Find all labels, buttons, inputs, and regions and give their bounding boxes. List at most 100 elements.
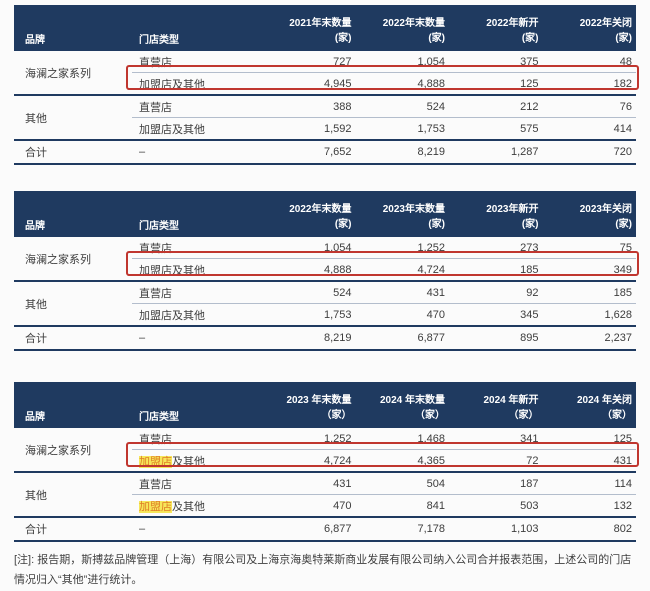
cell-value: 92: [526, 286, 539, 299]
brand-label: 海澜之家系列: [25, 67, 91, 80]
column-header: 2022年新开 (家): [486, 18, 539, 44]
cell-value: 470: [333, 499, 352, 512]
type-column-header: 门店类型: [139, 412, 179, 423]
cell-value: 802: [613, 523, 632, 535]
store-row: 加盟店及其他 470 841 503 132: [132, 494, 636, 516]
cell-value: 1,054: [323, 241, 352, 254]
store-row: 加盟店及其他 1,753 470 345 1,628: [132, 303, 636, 325]
cell-value: 2,237: [604, 332, 632, 344]
table-header-row: 品牌 门店类型 2021年末数量 (家) 2022年末数量 (家) 2022年新开(…: [14, 5, 636, 51]
store-row: 直营店 388 524 212 76: [132, 96, 636, 117]
cell-value: 1,753: [323, 308, 352, 321]
brand-group: 海澜之家系列 直营店 1,252 1,468 341 125 加盟店及其他 4,…: [14, 428, 636, 471]
store-row: 直营店 1,252 1,468 341 125: [132, 428, 636, 449]
store-type-label: 及其他: [172, 500, 205, 513]
total-row: 合计 – 7,652 8,219 1,287 720: [14, 139, 636, 165]
total-label: 合计: [25, 524, 47, 536]
cell-value: 76: [619, 100, 632, 113]
brand-group: 其他 直营店 524 431 92 185 加盟店及其他 1,753 470 3…: [14, 280, 636, 325]
cell-value: 132: [613, 499, 632, 512]
highlighted-text: 加盟店: [139, 455, 172, 468]
cell-value: 72: [526, 454, 539, 467]
store-type-label: 直营店: [139, 433, 172, 446]
brand-label: 其他: [25, 112, 47, 125]
column-header: 2024 年新开 （家）: [483, 395, 539, 421]
type-column-header: 门店类型: [139, 221, 179, 232]
table-header-row: 品牌 门店类型 2022年末数量 (家) 2023年末数量 (家) 2023年新开(…: [14, 191, 636, 237]
cell-value: 125: [613, 432, 632, 445]
cell-value: 470: [426, 308, 445, 321]
column-header: 2021年末数量 (家): [289, 18, 352, 44]
store-row: 加盟店及其他 4,945 4,888 125 182: [132, 72, 636, 94]
brand-label: 其他: [25, 298, 47, 311]
cell-value: 187: [520, 477, 539, 490]
total-label: 合计: [25, 333, 47, 345]
cell-value: 431: [613, 454, 632, 467]
brand-label: 海澜之家系列: [25, 253, 91, 266]
store-type-label: 加盟店及其他: [139, 78, 205, 91]
cell-value: 4,888: [417, 77, 445, 90]
table-header-row: 品牌 门店类型 2023 年末数量 （家） 2024 年末数量 （家） 2024 年…: [14, 382, 636, 428]
cell-value: 185: [613, 286, 632, 299]
cell-value: 114: [614, 477, 632, 490]
cell-value: 720: [613, 146, 632, 158]
brand-label: 海澜之家系列: [25, 444, 91, 457]
cell-value: 504: [426, 477, 445, 490]
store-table-2022: 品牌 门店类型 2021年末数量 (家) 2022年末数量 (家) 2022年新开(…: [14, 5, 639, 165]
store-type-label: 直营店: [139, 101, 172, 114]
cell-value: 7,652: [323, 146, 352, 158]
cell-value: 1,468: [417, 432, 445, 445]
cell-value: 524: [426, 100, 445, 113]
cell-value: 48: [619, 55, 632, 68]
cell-value: 1,054: [417, 55, 445, 68]
cell-value: 349: [613, 263, 632, 276]
cell-value: 182: [613, 77, 632, 90]
cell-value: 341: [520, 432, 539, 445]
brand-group: 其他 直营店 431 504 187 114 加盟店及其他 470 841 50…: [14, 471, 636, 516]
column-header: 2024 年末数量 （家）: [379, 395, 445, 421]
column-header: 2022年关闭 (家): [579, 18, 632, 44]
store-type-label: 加盟店及其他: [139, 264, 205, 277]
column-header: 2024 年关闭 （家）: [576, 395, 632, 421]
cell-value: 414: [613, 122, 632, 135]
store-row: 加盟店及其他 1,592 1,753 575 414: [132, 117, 636, 139]
cell-value: 431: [426, 286, 445, 299]
cell-value: 431: [333, 477, 352, 490]
cell-value: 375: [520, 55, 539, 68]
column-header: 2023年关闭 (家): [579, 204, 632, 230]
cell-value: 727: [333, 55, 352, 68]
cell-value: 75: [619, 241, 632, 254]
cell-value: 8,219: [417, 146, 445, 158]
brand-group: 其他 直营店 388 524 212 76 加盟店及其他 1,592 1,753…: [14, 94, 636, 139]
cell-value: 4,365: [417, 454, 445, 467]
brand-column-header: 品牌: [25, 221, 45, 232]
store-row: 直营店 1,054 1,252 273 75: [132, 237, 636, 258]
column-header: 2023 年末数量 （家）: [286, 395, 352, 421]
cell-value: 1,628: [604, 308, 632, 321]
type-column-header: 门店类型: [139, 35, 179, 46]
cell-value: 6,877: [417, 332, 445, 344]
cell-value: 1,252: [323, 432, 352, 445]
cell-value: 6,877: [323, 523, 352, 535]
cell-value: 524: [333, 286, 352, 299]
cell-value: 4,724: [323, 454, 352, 467]
cell-value: 841: [426, 499, 445, 512]
cell-value: 895: [520, 332, 539, 344]
cell-value: 1,753: [417, 122, 445, 135]
cell-value: 1,252: [417, 241, 445, 254]
store-table-2023: 品牌 门店类型 2022年末数量 (家) 2023年末数量 (家) 2023年新开(…: [14, 191, 639, 351]
store-row: 加盟店及其他 4,724 4,365 72 431: [132, 449, 636, 471]
cell-value: 7,178: [417, 523, 445, 535]
total-type: –: [139, 523, 146, 535]
cell-value: 8,219: [323, 332, 352, 344]
cell-value: 4,945: [323, 77, 352, 90]
total-type: –: [139, 332, 146, 344]
store-type-label: 直营店: [139, 478, 172, 491]
column-header: 2023年末数量 (家): [382, 204, 445, 230]
store-table-2024: 品牌 门店类型 2023 年末数量 （家） 2024 年末数量 （家） 2024 年…: [14, 382, 639, 542]
cell-value: 273: [520, 241, 539, 254]
cell-value: 1,592: [323, 122, 352, 135]
brand-column-header: 品牌: [25, 35, 45, 46]
store-type-label: 加盟店及其他: [139, 309, 205, 322]
total-row: 合计 – 6,877 7,178 1,103 802: [14, 516, 636, 542]
